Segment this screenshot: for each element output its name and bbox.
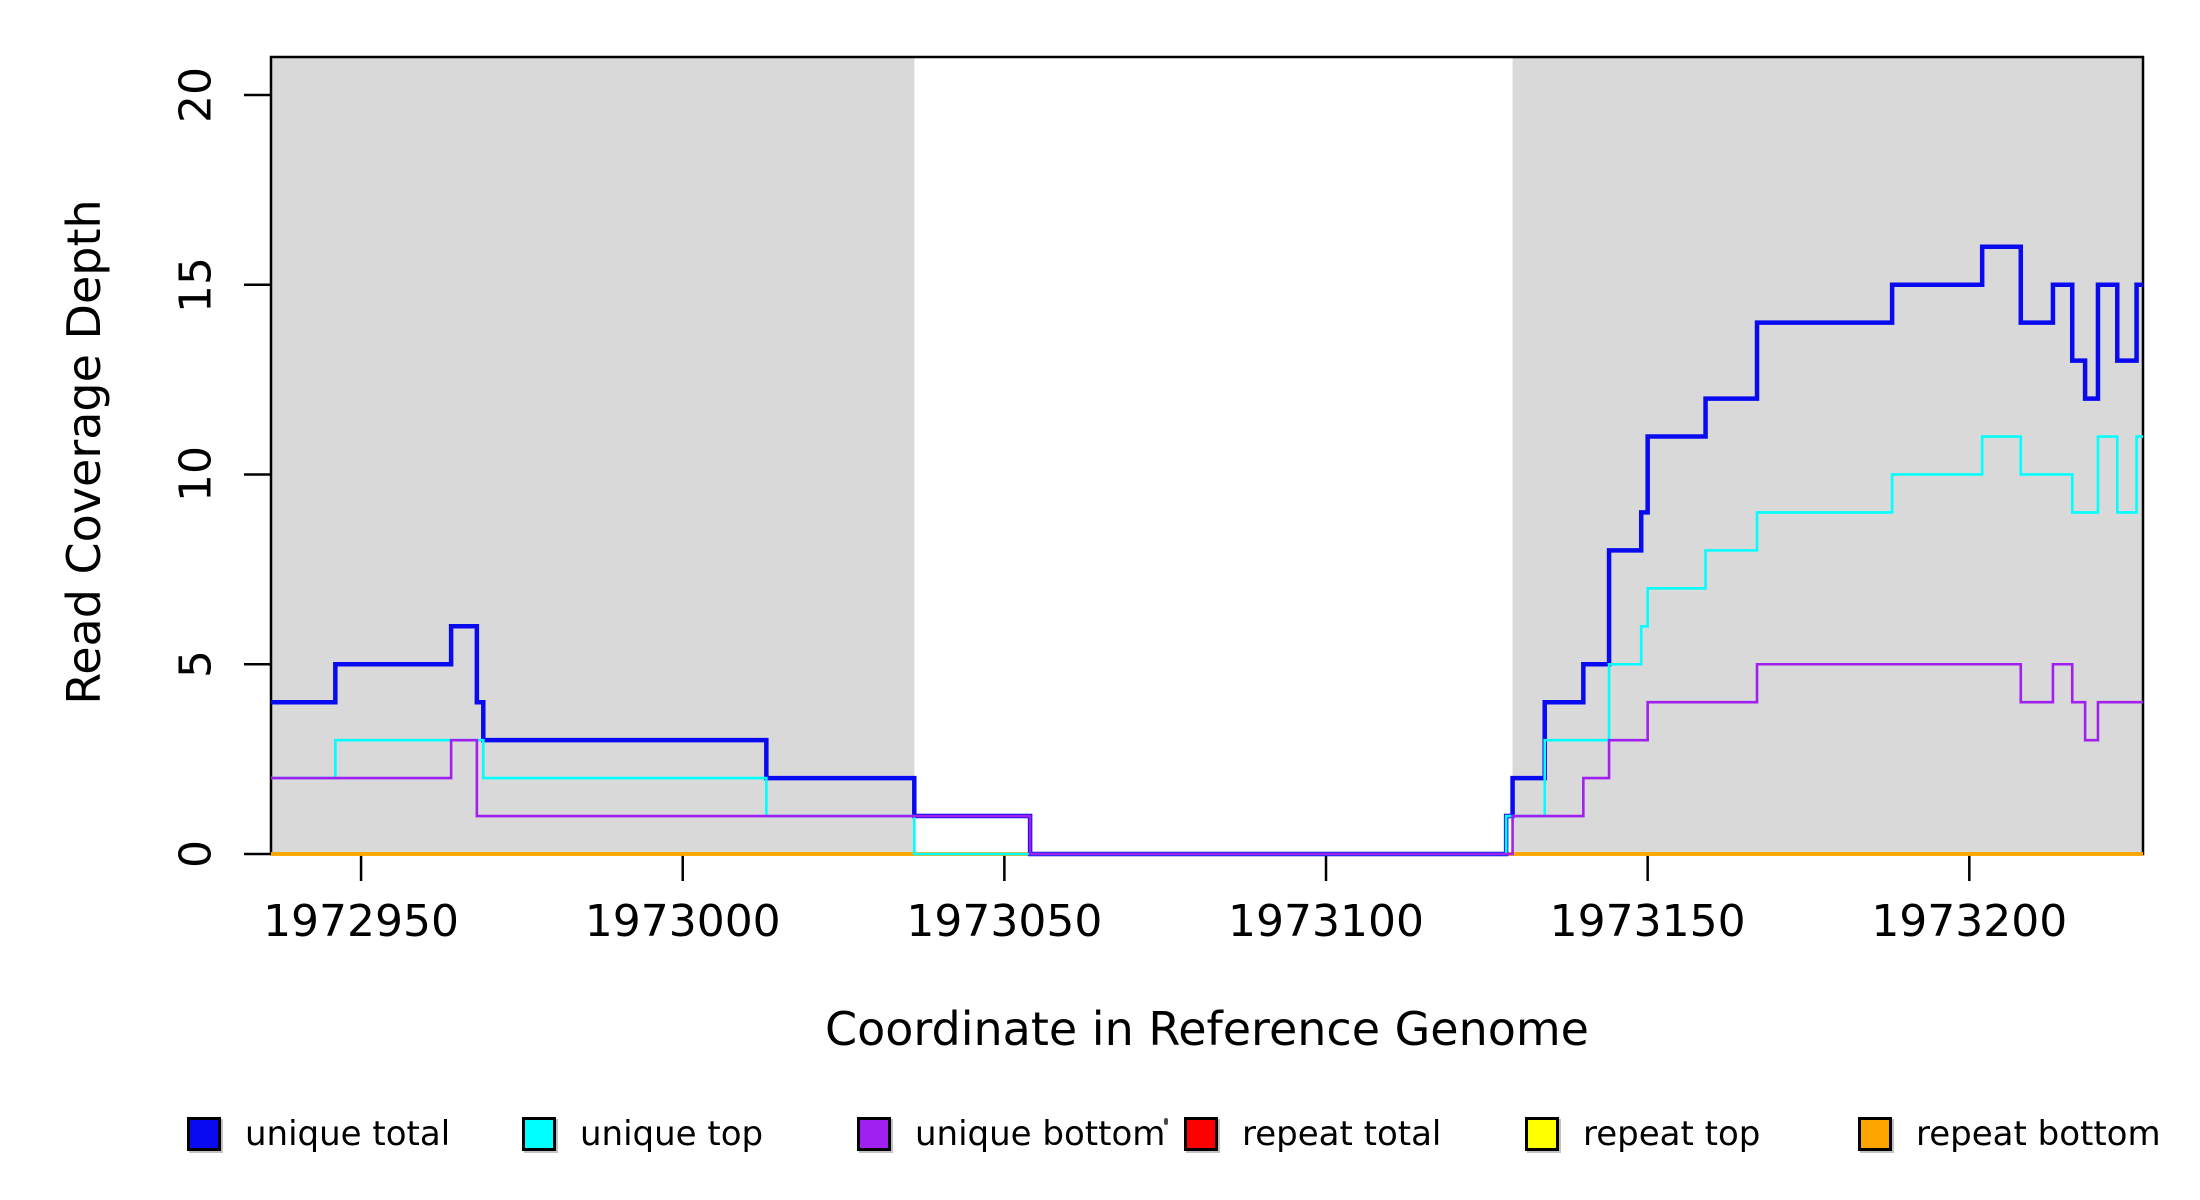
shaded-region [271,57,915,854]
legend-item: repeat top [1525,1114,1760,1154]
legend-item: unique total [187,1114,450,1154]
x-tick-label: 1973050 [906,896,1103,947]
legend-label: repeat top [1583,1114,1761,1154]
x-tick-label: 1973150 [1549,896,1746,947]
legend-swatch-repeat-top [1525,1117,1559,1151]
legend-swatch-unique-bottom [857,1117,891,1151]
x-tick-label: 1973000 [584,896,781,947]
legend-swatch-unique-total [187,1117,221,1151]
series-line-unique-total [271,244,2143,857]
legend-swatch-repeat-bottom [1858,1117,1892,1151]
y-axis-title: Read Coverage Depth [57,199,111,705]
x-axis-title: Coordinate in Reference Genome [825,1002,1589,1056]
series-line-unique-bottom [271,662,2143,856]
legend-item: repeat bottom [1858,1114,2161,1154]
legend-label: unique top [580,1114,764,1154]
y-tick-label: 5 [170,650,222,679]
legend-label: repeat total [1242,1114,1442,1154]
y-tick-label: 20 [170,66,222,123]
artifact-dot [1164,1118,1168,1125]
legend-swatch-unique-top [522,1117,556,1151]
y-tick-label: 15 [170,256,222,313]
legend-label: unique total [245,1114,451,1154]
y-tick-label: 10 [170,446,222,503]
legend-item: repeat total [1184,1114,1441,1154]
x-tick-label: 1973200 [1871,896,2068,947]
y-tick-label: 0 [170,840,222,868]
legend-label: unique bottom [915,1114,1166,1154]
shaded-region [1512,57,2143,854]
legend-item: unique bottom [857,1114,1165,1154]
legend-item: unique top [522,1114,763,1154]
x-tick-label: 1973100 [1228,896,1424,947]
legend-swatch-repeat-total [1184,1117,1218,1151]
legend-label: repeat bottom [1916,1114,2161,1154]
x-tick-label: 1972950 [263,896,460,947]
